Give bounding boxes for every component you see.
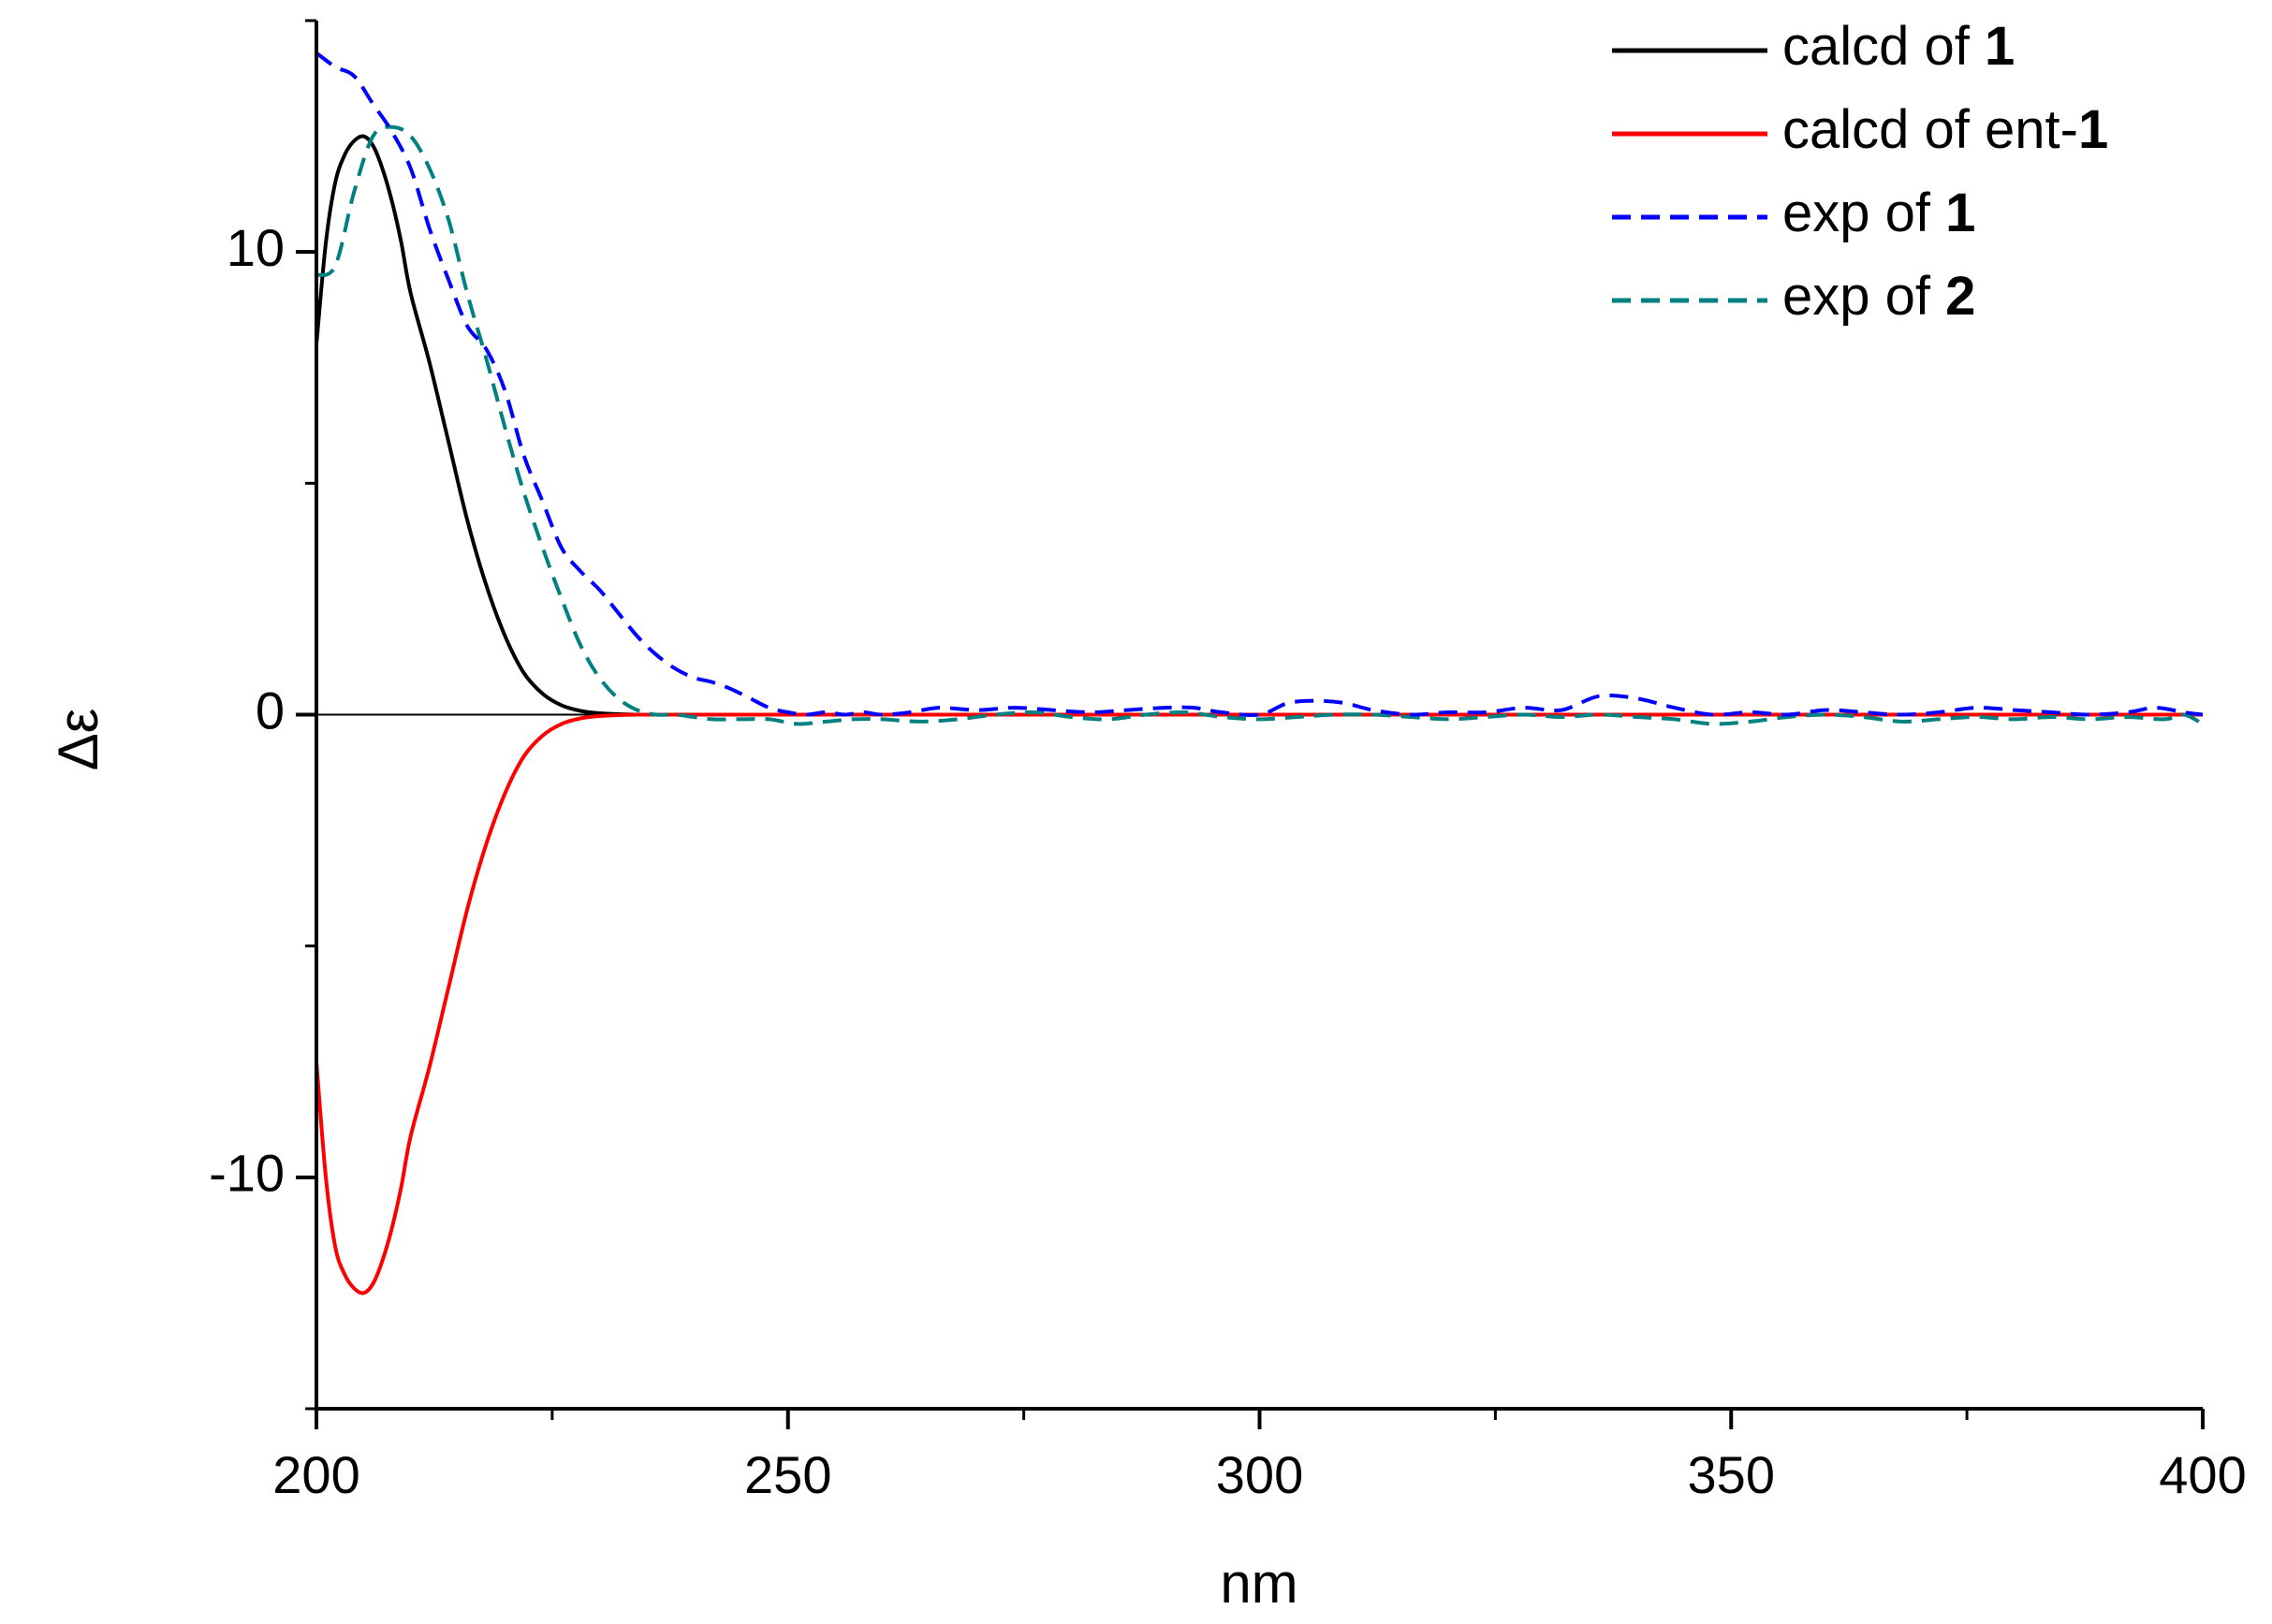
legend-label-compound-number: 1 <box>1945 183 1975 243</box>
x-tick-label: 200 <box>272 1445 359 1504</box>
y-tick-label: 10 <box>227 218 285 277</box>
legend-label-text: calcd of ent- <box>1782 99 2078 160</box>
legend-label-exp-of-1: exp of 1 <box>1782 183 1975 243</box>
y-axis-title: Δε <box>47 709 110 771</box>
legend-label-exp-of-2: exp of 2 <box>1782 266 1975 327</box>
y-tick-label: 0 <box>256 680 285 739</box>
legend-label-text: exp of <box>1782 183 1945 243</box>
legend-label-text: exp of <box>1782 266 1945 327</box>
x-tick-label: 250 <box>744 1445 831 1504</box>
legend-label-compound-number: 2 <box>1945 266 1975 327</box>
x-axis-title: nm <box>1220 1552 1297 1615</box>
legend-label-compound-number: 1 <box>2078 99 2108 160</box>
x-tick-label: 350 <box>1688 1445 1775 1504</box>
series-line-calcd-of-ent-1 <box>315 712 2203 1295</box>
x-tick-label: 300 <box>1216 1445 1303 1504</box>
legend-label-calcd-of-1: calcd of 1 <box>1782 16 2015 77</box>
legend-label-calcd-of-ent-1: calcd of ent-1 <box>1782 99 2108 160</box>
series-line-exp-of-2 <box>315 124 2204 726</box>
legend-label-text: calcd of <box>1782 16 1985 77</box>
legend-label-compound-number: 1 <box>1985 16 2015 77</box>
x-tick-label: 400 <box>2159 1445 2246 1504</box>
series-line-exp-of-1 <box>315 51 2204 717</box>
y-tick-label: -10 <box>209 1144 285 1203</box>
axis-ticks: 200 250 300 350 400 -10 0 10 <box>209 19 2247 1504</box>
plot-area <box>315 51 2204 1295</box>
